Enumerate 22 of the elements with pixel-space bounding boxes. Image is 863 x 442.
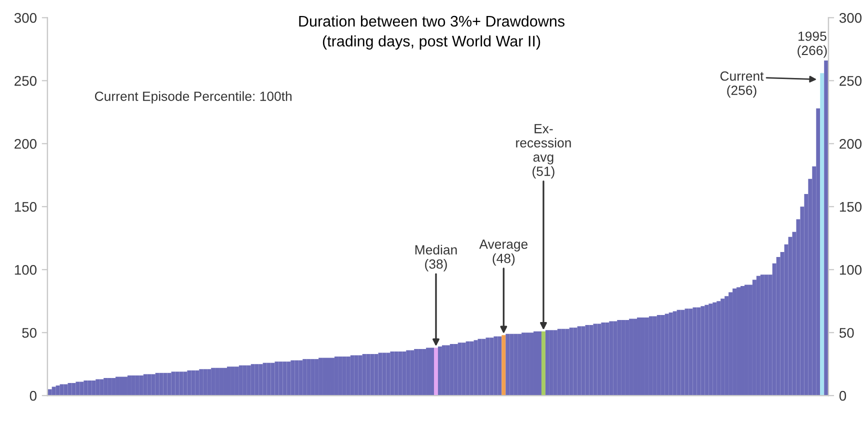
annotation: Ex- recession avg (51) [516,124,571,179]
annotation: 1995 (266) [798,32,827,58]
y-tick-label: 150 [14,202,37,212]
y-tick-label: 200 [14,138,37,149]
text: (trading days, post World War II) [322,35,540,50]
annotation: Average (48) [479,240,528,266]
y2-tick-label: 200 [840,138,862,149]
annotation: Current Episode Percentile: 100th [94,91,292,104]
annotation: Median (38) [415,244,457,272]
chart-title: Duration between two 3%+ Drawdowns [299,15,564,27]
y-tick-label: 50 [22,328,37,338]
annotation: Current (256) [720,71,764,98]
y2-tick-label: 150 [840,202,862,212]
y-tick-label: 100 [14,264,37,275]
y-tick-label: 250 [14,76,37,86]
y2-tick-label: 0 [839,390,846,401]
y-tick-label: 0 [30,390,37,401]
y2-tick-label: 100 [840,264,862,275]
y-tick-label: 300 [14,13,37,23]
y2-tick-label: 300 [839,13,862,23]
y2-tick-label: 50 [839,328,854,338]
y2-tick-label: 250 [840,76,862,86]
